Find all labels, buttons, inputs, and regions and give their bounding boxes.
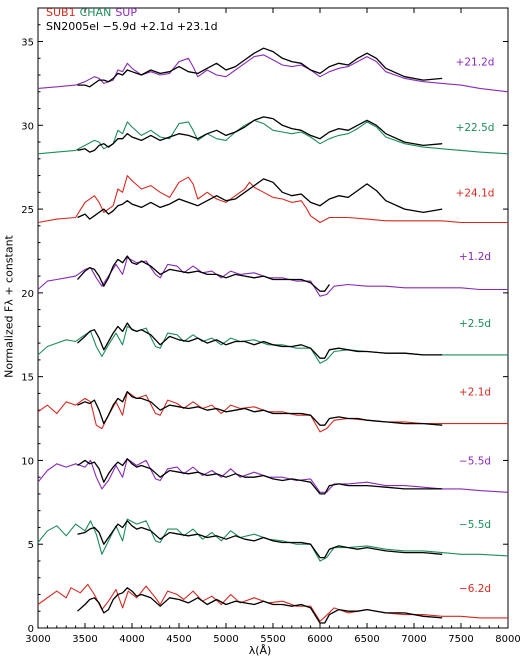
series-line-sup [37,458,509,493]
spectra-lines [37,47,509,624]
epoch-label: +2.5d [459,318,491,330]
y-tick-label: 0 [28,624,34,635]
x-tick-label: 7500 [448,634,473,645]
legend-chan: CHAN [79,6,112,19]
y-tick-label: 15 [21,373,34,384]
epoch-label: +22.5d [456,122,495,134]
x-tick-label: 6000 [307,634,332,645]
series-line-sn2005el [77,178,443,220]
series-line-sub1 [37,175,508,224]
epoch-label: −6.2d [459,583,491,595]
axes: 3000 3500 4000 4500 5000 5500 6000 6500 7000 7500… [21,7,520,645]
series-line-sn2005el [77,47,443,88]
epoch-label: −5.5d [459,519,491,531]
series-line-sn2005el [77,587,443,624]
x-tick-label: 5500 [260,634,285,645]
plot-frame [37,7,509,629]
y-axis-label: Normalized Fλ + constant [2,235,16,378]
legend-models-row: SUB1 CHAN SUP [46,6,218,20]
epoch-label: −5.5d [459,455,491,467]
series-line-sn2005el [77,391,443,426]
series-line-chan [37,119,509,155]
series-line-chan [37,518,509,562]
x-tick-label: 6500 [354,634,379,645]
x-tick-label: 8000 [495,634,520,645]
series-line-sub1 [37,391,508,433]
y-tick-label: 10 [21,456,34,467]
series-line-sn2005el [77,458,443,495]
epoch-label: +1.2d [459,251,491,263]
series-line-sn2005el [77,520,443,559]
epoch-label: +21.2d [456,57,495,69]
legend: SUB1 CHAN SUP SN2005el −5.9d +2.1d +23.1d [46,6,218,34]
y-tick-label: 25 [21,205,34,216]
y-tick-label: 35 [21,38,34,49]
series-line-sup [37,54,509,93]
series-line-sn2005el [77,116,443,153]
series-line-sub1 [37,583,508,622]
series-line-sn2005el [77,322,443,359]
x-tick-label: 4000 [119,634,144,645]
legend-sup: SUP [115,6,137,19]
x-tick-label: 3500 [72,634,97,645]
x-tick-label: 5000 [213,634,238,645]
y-tick-label: 20 [21,289,34,300]
x-axis-label: λ(Å) [248,644,272,657]
y-tick-label: 5 [28,540,34,551]
series-line-sn2005el [77,255,330,292]
x-tick-label: 4500 [166,634,191,645]
epoch-labels: −6.2d −5.5d −5.5d +2.1d +2.5d +1.2d +24.1d +22.… [456,57,495,595]
legend-sub1: SUB1 [46,6,76,19]
epoch-label: +2.1d [459,387,491,399]
epoch-label: +24.1d [456,187,495,199]
legend-observed: SN2005el −5.9d +2.1d +23.1d [46,20,218,33]
x-tick-label: 7000 [401,634,426,645]
x-tick-label: 3000 [25,634,50,645]
y-tick-label: 30 [21,121,34,132]
